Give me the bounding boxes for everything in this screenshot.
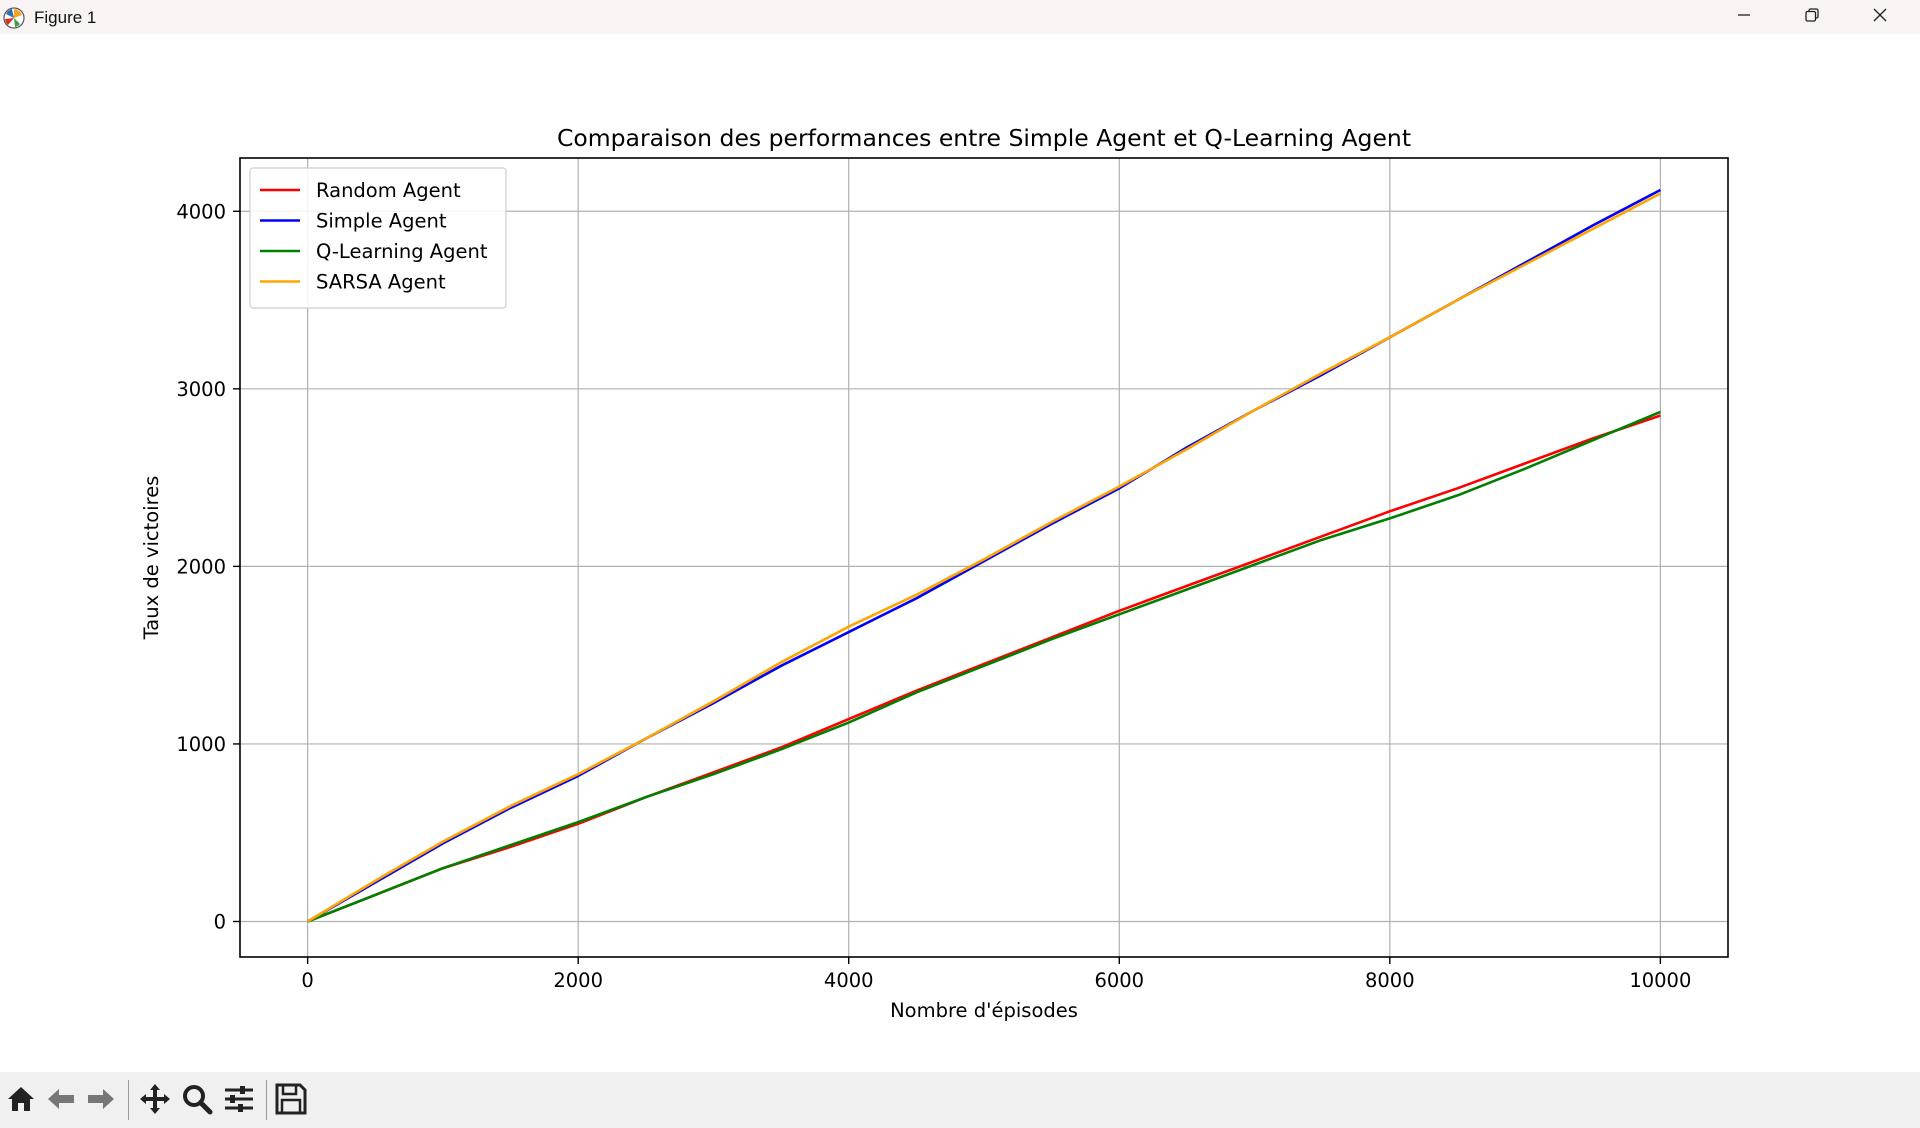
configure-subplots-icon [222, 1082, 256, 1120]
grid [240, 158, 1728, 957]
home-icon [4, 1082, 38, 1120]
configure-subplots-button[interactable] [220, 1082, 258, 1120]
save-icon [274, 1082, 308, 1120]
chart-title: Comparaison des performances entre Simpl… [557, 124, 1411, 152]
forward-arrow-icon [84, 1082, 118, 1120]
toolbar-separator [128, 1080, 129, 1120]
pan-button[interactable] [136, 1082, 174, 1120]
legend-label: Simple Agent [316, 210, 447, 233]
home-button[interactable] [2, 1082, 40, 1120]
y-tick-label: 3000 [176, 378, 226, 401]
plot-frame [239, 157, 1729, 958]
legend-label: SARSA Agent [316, 271, 446, 294]
x-tick-label: 10000 [1629, 969, 1691, 992]
restore-button[interactable] [1778, 0, 1846, 34]
legend-label: Q-Learning Agent [316, 240, 488, 263]
legend-box [249, 167, 507, 309]
x-axis-label: Nombre d'épisodes [890, 999, 1078, 1022]
restore-icon [1803, 6, 1821, 28]
pan-icon [138, 1082, 172, 1120]
y-tick-label: 2000 [176, 555, 226, 578]
series-lines [306, 188, 1662, 923]
y-tick-label: 1000 [176, 733, 226, 756]
line-chart: 0 2000 4000 6000 8000 1000001000200030004000 … [140, 124, 1729, 1022]
minimize-button[interactable] [1710, 0, 1778, 34]
toolbar-separator [266, 1080, 267, 1120]
x-tick-label: 2000 [553, 969, 603, 992]
forward-button[interactable] [82, 1082, 120, 1120]
zoom-icon [180, 1082, 214, 1120]
navigation-toolbar [0, 1072, 1920, 1128]
series-line-3 [306, 192, 1662, 923]
x-tick-label: 4000 [824, 969, 874, 992]
back-button[interactable] [42, 1082, 80, 1120]
x-tick-label: 8000 [1365, 969, 1415, 992]
back-arrow-icon [44, 1082, 78, 1120]
y-tick-label: 4000 [176, 200, 226, 223]
window-title: Figure 1 [34, 8, 97, 27]
matplotlib-icon [2, 6, 26, 30]
minimize-icon [1735, 6, 1753, 28]
figure-canvas[interactable]: 0 2000 4000 6000 8000 10000 0 1000 2000 3000 4000 … [0, 34, 1920, 1072]
x-tick-label: 6000 [1094, 969, 1144, 992]
series-line-2 [307, 410, 1661, 923]
window-titlebar: Figure 1 [0, 0, 1920, 34]
y-axis-label: Taux de victoires [140, 476, 163, 641]
close-icon [1871, 6, 1889, 28]
y-tick-label: 0 [214, 910, 226, 933]
axis-ticks: 0 2000 4000 6000 8000 10000 0 1000 2000 3000 4000 [176, 200, 1691, 992]
zoom-button[interactable] [178, 1082, 216, 1120]
legend: Random Agent Simple Agent Q-Learning Agent… [249, 167, 507, 309]
save-button[interactable] [272, 1082, 310, 1120]
series-line-0 [307, 414, 1661, 923]
close-button[interactable] [1846, 0, 1914, 34]
x-tick-label: 0 [301, 969, 313, 992]
legend-label: Random Agent [316, 179, 461, 202]
